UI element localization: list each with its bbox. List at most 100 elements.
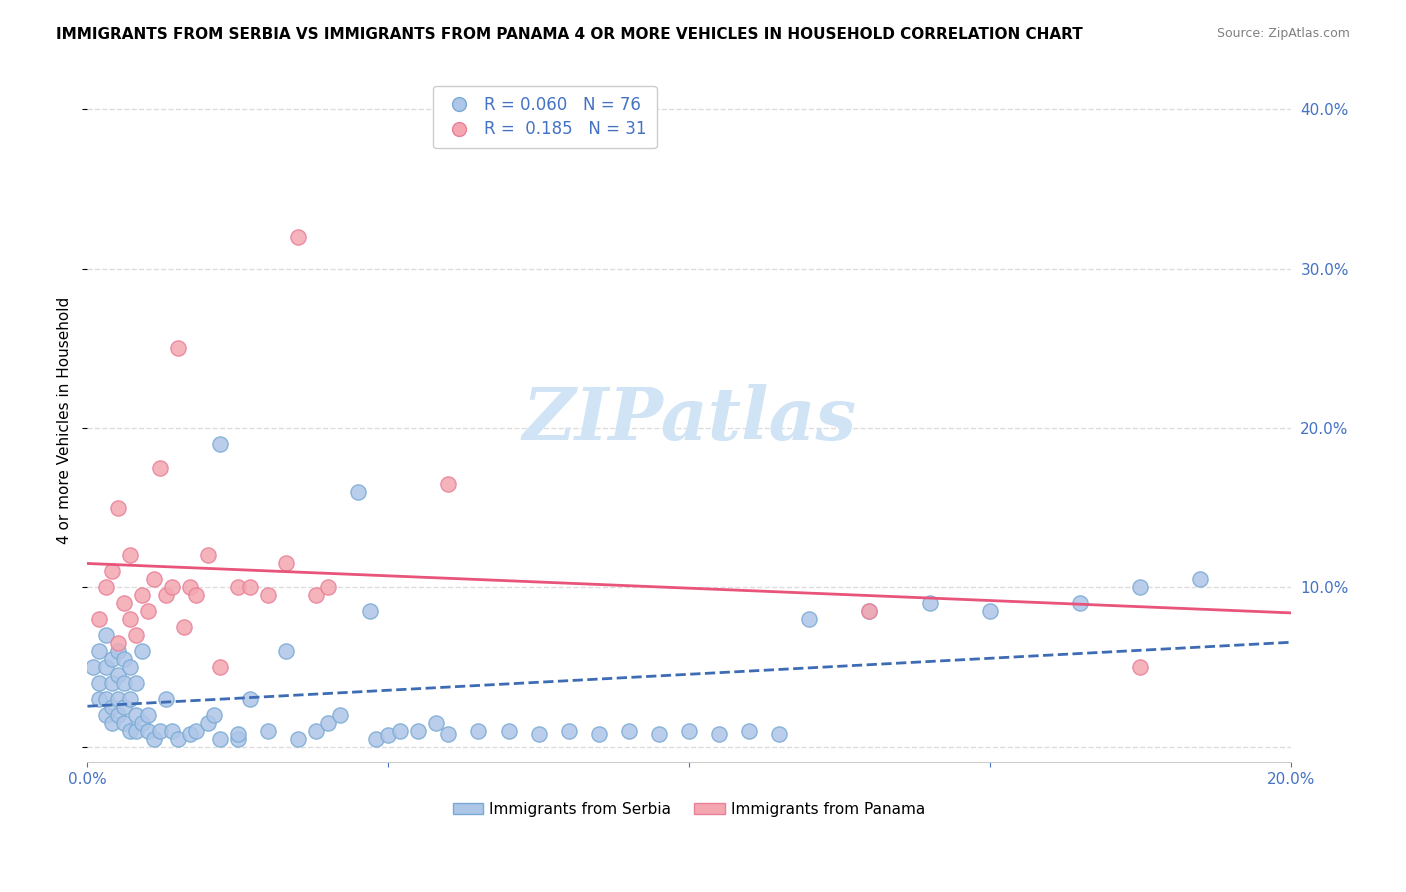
Point — [118, 723, 141, 738]
Point — [858, 604, 880, 618]
Point — [1069, 596, 1091, 610]
Point — [239, 691, 262, 706]
Text: Source: ZipAtlas.com: Source: ZipAtlas.com — [1216, 27, 1350, 40]
Text: IMMIGRANTS FROM SERBIA VS IMMIGRANTS FROM PANAMA 4 OR MORE VEHICLES IN HOUSEHOLD: IMMIGRANTS FROM SERBIA VS IMMIGRANTS FRO… — [56, 27, 1083, 42]
Point — [136, 604, 159, 618]
Point — [557, 723, 579, 738]
Point — [287, 731, 309, 746]
Point — [100, 564, 122, 578]
Point — [197, 549, 219, 563]
Point — [1129, 660, 1152, 674]
Point — [107, 668, 129, 682]
Point — [100, 652, 122, 666]
Point — [257, 723, 280, 738]
Point — [799, 612, 821, 626]
Point — [124, 675, 146, 690]
Point — [738, 723, 761, 738]
Point — [437, 727, 460, 741]
Point — [107, 644, 129, 658]
Point — [160, 580, 183, 594]
Point — [197, 715, 219, 730]
Point — [112, 596, 135, 610]
Point — [527, 727, 550, 741]
Point — [437, 476, 460, 491]
Point — [329, 707, 352, 722]
Point — [94, 707, 117, 722]
Point — [425, 715, 447, 730]
Point — [89, 612, 111, 626]
Point — [155, 691, 177, 706]
Point — [112, 675, 135, 690]
Point — [918, 596, 941, 610]
Point — [89, 675, 111, 690]
Point — [226, 731, 249, 746]
Legend: Immigrants from Serbia, Immigrants from Panama: Immigrants from Serbia, Immigrants from … — [447, 796, 931, 823]
Point — [305, 588, 328, 602]
Point — [82, 660, 104, 674]
Point — [166, 731, 188, 746]
Point — [179, 727, 201, 741]
Point — [359, 604, 381, 618]
Point — [208, 660, 231, 674]
Point — [166, 341, 188, 355]
Point — [768, 727, 790, 741]
Point — [131, 715, 153, 730]
Point — [131, 588, 153, 602]
Point — [226, 727, 249, 741]
Point — [366, 731, 388, 746]
Point — [124, 723, 146, 738]
Point — [617, 723, 640, 738]
Point — [118, 660, 141, 674]
Point — [287, 229, 309, 244]
Point — [94, 660, 117, 674]
Point — [498, 723, 520, 738]
Point — [100, 675, 122, 690]
Point — [184, 588, 207, 602]
Point — [377, 728, 399, 742]
Point — [107, 691, 129, 706]
Point — [173, 620, 195, 634]
Point — [208, 437, 231, 451]
Point — [118, 691, 141, 706]
Point — [678, 723, 700, 738]
Point — [149, 460, 172, 475]
Point — [239, 580, 262, 594]
Point — [1189, 572, 1212, 586]
Point — [112, 699, 135, 714]
Point — [588, 727, 610, 741]
Point — [94, 691, 117, 706]
Point — [274, 557, 297, 571]
Point — [707, 727, 730, 741]
Point — [124, 628, 146, 642]
Point — [155, 588, 177, 602]
Point — [100, 715, 122, 730]
Point — [467, 723, 489, 738]
Point — [100, 699, 122, 714]
Point — [142, 731, 165, 746]
Point — [408, 723, 430, 738]
Point — [648, 727, 671, 741]
Point — [202, 707, 225, 722]
Point — [142, 572, 165, 586]
Point — [184, 723, 207, 738]
Point — [112, 715, 135, 730]
Point — [1129, 580, 1152, 594]
Point — [107, 500, 129, 515]
Point — [107, 636, 129, 650]
Point — [136, 723, 159, 738]
Point — [316, 580, 339, 594]
Point — [389, 723, 412, 738]
Point — [305, 723, 328, 738]
Point — [89, 691, 111, 706]
Point — [124, 707, 146, 722]
Point — [858, 604, 880, 618]
Point — [347, 484, 370, 499]
Text: ZIPatlas: ZIPatlas — [522, 384, 856, 456]
Point — [979, 604, 1001, 618]
Point — [112, 652, 135, 666]
Point — [107, 707, 129, 722]
Point — [118, 549, 141, 563]
Point — [149, 723, 172, 738]
Point — [131, 644, 153, 658]
Point — [316, 715, 339, 730]
